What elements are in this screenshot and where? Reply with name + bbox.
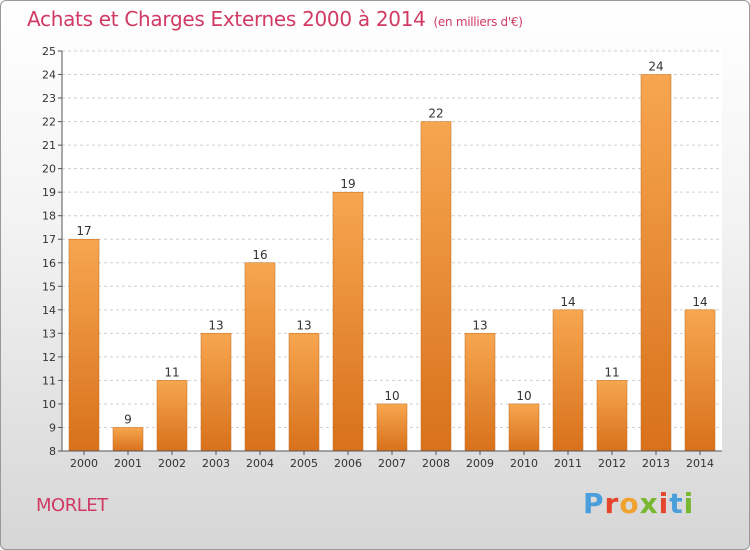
bar-value-label: 10: [516, 389, 531, 403]
y-tick-label: 10: [42, 398, 56, 411]
x-tick-label: 2000: [70, 457, 98, 470]
bar-value-label: 10: [384, 389, 399, 403]
bar-value-label: 14: [692, 295, 707, 309]
bars: [68, 74, 716, 452]
bar: [244, 262, 276, 452]
bar: [420, 121, 452, 452]
x-tick-label: 2001: [114, 457, 142, 470]
chart-title-text: Achats et Charges Externes 2000 à 2014: [27, 7, 426, 31]
bar: [156, 380, 188, 452]
logo-letter: t: [669, 487, 684, 520]
x-tick-label: 2011: [554, 457, 582, 470]
bar: [684, 309, 716, 452]
y-tick-label: 24: [42, 69, 56, 82]
y-tick-label: 16: [42, 257, 56, 270]
bar: [288, 333, 320, 452]
bar-value-label: 17: [76, 224, 91, 238]
x-tick-label: 2010: [510, 457, 538, 470]
y-tick-label: 9: [49, 421, 56, 434]
logo-letter: x: [639, 487, 659, 520]
bar-value-label: 16: [252, 248, 267, 262]
commune-name: MORLET: [36, 495, 108, 516]
y-tick-label: 19: [42, 186, 56, 199]
x-tick-label: 2006: [334, 457, 362, 470]
bar: [376, 403, 408, 452]
bar-value-label: 19: [340, 177, 355, 191]
logo-letter: P: [583, 487, 605, 520]
x-tick-label: 2008: [422, 457, 450, 470]
logo-letter: r: [604, 487, 620, 520]
chart-unit: (en milliers d'€): [433, 15, 523, 29]
y-tick-label: 20: [42, 163, 56, 176]
y-tick-label: 18: [42, 210, 56, 223]
bar-value-label: 14: [560, 295, 575, 309]
bar: [640, 74, 672, 452]
x-tick-label: 2005: [290, 457, 318, 470]
bar-value-label: 11: [604, 365, 619, 379]
y-tick-label: 14: [42, 304, 56, 317]
bar: [112, 427, 144, 452]
proxiti-logo[interactable]: Proxiti: [583, 487, 694, 520]
bar: [200, 333, 232, 452]
bar-value-label: 13: [296, 318, 311, 332]
y-tick-label: 15: [42, 280, 56, 293]
bar: [596, 380, 628, 452]
chart-title: Achats et Charges Externes 2000 à 2014 (e…: [27, 7, 523, 31]
bar-value-label: 9: [124, 412, 132, 426]
logo-letter: i: [683, 487, 695, 520]
x-tick-label: 2014: [686, 457, 714, 470]
y-tick-label: 8: [49, 445, 56, 458]
x-tick-label: 2004: [246, 457, 274, 470]
y-tick-label: 17: [42, 233, 56, 246]
y-tick-label: 13: [42, 327, 56, 340]
y-tick-label: 23: [42, 92, 56, 105]
y-tick-label: 25: [42, 45, 56, 58]
bar-value-label: 13: [208, 318, 223, 332]
bar-value-label: 11: [164, 365, 179, 379]
x-tick-label: 2013: [642, 457, 670, 470]
logo-letter: i: [658, 487, 670, 520]
bar-value-label: 13: [472, 318, 487, 332]
bar: [508, 403, 540, 452]
y-tick-label: 12: [42, 351, 56, 364]
x-tick-label: 2009: [466, 457, 494, 470]
y-tick-label: 21: [42, 139, 56, 152]
y-tick-label: 11: [42, 374, 56, 387]
bar-value-label: 22: [428, 107, 443, 121]
axes: [58, 50, 722, 455]
labels: 8 9 10 11 12 13 14 15 16 17 18 19 20 21 22 23 24 25 17 2000…: [42, 45, 714, 470]
y-tick-label: 22: [42, 116, 56, 129]
bar-value-label: 24: [648, 60, 663, 74]
logo-letter: o: [619, 487, 640, 520]
x-tick-label: 2002: [158, 457, 186, 470]
bar: [552, 309, 584, 452]
bar: [332, 191, 364, 452]
x-tick-label: 2012: [598, 457, 626, 470]
x-tick-label: 2007: [378, 457, 406, 470]
bar: [68, 238, 100, 452]
bar: [464, 333, 496, 452]
grid-lines: [62, 50, 722, 428]
x-tick-label: 2003: [202, 457, 230, 470]
